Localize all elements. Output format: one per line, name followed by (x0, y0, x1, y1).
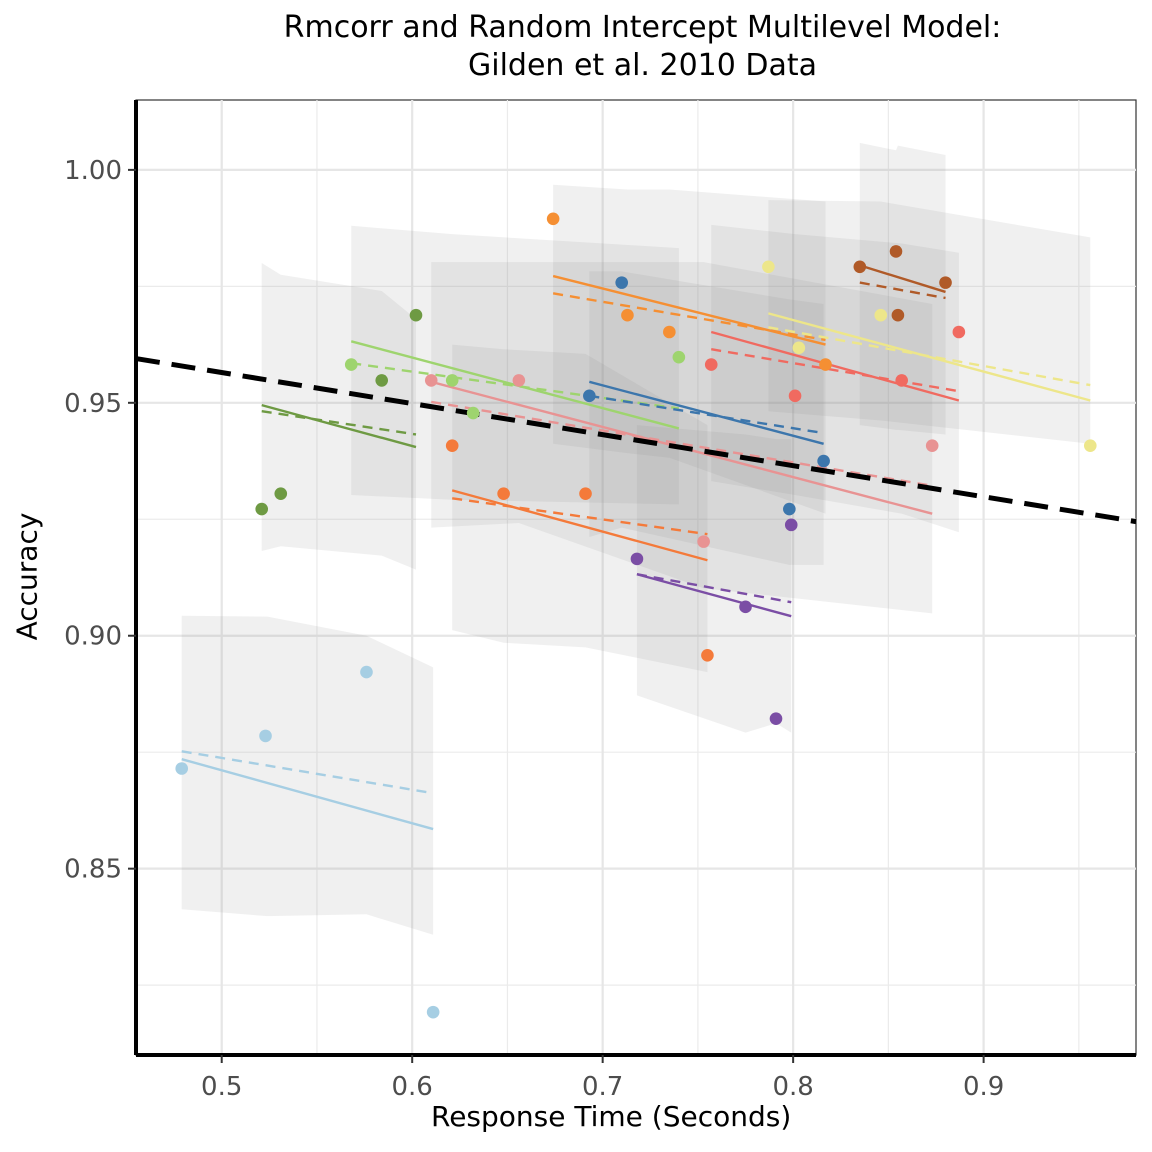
confidence-band (261, 263, 416, 570)
x-tick-label: 0.6 (392, 1072, 433, 1102)
data-point (630, 552, 644, 566)
data-point (663, 325, 676, 339)
y-tick-label: 0.90 (64, 622, 122, 652)
x-tick-label: 0.8 (772, 1072, 813, 1102)
rmcorr-line (181, 758, 434, 831)
overall-regression-line (135, 356, 1137, 525)
x-tick-label: 0.5 (201, 1072, 242, 1102)
data-point (704, 358, 718, 371)
multilevel-line (589, 394, 824, 435)
rmcorr-line (636, 573, 792, 618)
rmcorr-line (710, 330, 960, 402)
multilevel-line (181, 750, 434, 795)
data-point (939, 276, 952, 289)
data-point (952, 325, 966, 339)
data-point (445, 439, 459, 452)
multilevel-line (768, 326, 1091, 387)
data-point (426, 1005, 440, 1019)
multilevel-line (452, 497, 708, 536)
rmcorr-line (768, 312, 1091, 402)
grid-lines (135, 99, 1137, 1056)
confidence-band (431, 262, 933, 614)
data-point (783, 502, 796, 516)
rmcorr-line (451, 489, 708, 562)
data-point (621, 308, 634, 322)
data-point (497, 487, 510, 500)
data-point (817, 454, 830, 468)
y-axis-title: Accuracy (10, 512, 44, 641)
data-point (360, 665, 373, 679)
data-point (583, 389, 596, 403)
data-point (697, 535, 710, 548)
data-point (784, 518, 798, 532)
tick-labels: 0.5 0.6 0.7 0.8 0.9 0.85 0.90 0.95 1.00 (64, 156, 1004, 1102)
data-point (274, 487, 288, 500)
confidence-band (589, 271, 824, 565)
data-point (672, 350, 686, 364)
data-point (762, 260, 775, 274)
data-point (615, 276, 629, 289)
x-tick-label: 0.7 (582, 1072, 623, 1102)
y-tick-label: 0.85 (64, 855, 122, 885)
confidence-band (181, 615, 434, 935)
confidence-band (351, 225, 679, 505)
plot-panel (135, 99, 1137, 1056)
confidence-band (711, 224, 959, 533)
multilevel-line (636, 573, 792, 604)
multilevel-line (859, 281, 946, 300)
data-point (255, 502, 269, 516)
confidence-band (636, 425, 792, 733)
axes (128, 100, 1136, 1063)
data-point (891, 308, 905, 322)
chart-title: Rmcorr and Random Intercept Multilevel M… (283, 10, 1002, 45)
confidence-band (859, 142, 946, 435)
data-point (925, 439, 939, 452)
data-point (424, 374, 438, 387)
y-tick-label: 0.95 (64, 389, 122, 419)
data-point (701, 648, 714, 662)
confidence-band (452, 344, 708, 673)
data-point (344, 358, 358, 371)
data-points (175, 212, 1097, 1019)
overall-trend (135, 356, 1137, 525)
data-point (1083, 439, 1097, 452)
chart-subtitle: Gilden et al. 2010 Data (467, 48, 818, 83)
data-point (769, 712, 783, 725)
rmcorr-line (589, 380, 824, 445)
data-point (895, 374, 909, 387)
data-point (874, 308, 888, 322)
confidence-band (768, 200, 1091, 444)
data-point (409, 308, 423, 322)
data-point (739, 600, 752, 614)
data-point (579, 487, 592, 500)
x-axis-title: Response Time (Seconds) (431, 1100, 792, 1133)
data-point (445, 374, 459, 387)
data-point (546, 212, 560, 226)
data-point (819, 358, 832, 371)
data-point (512, 374, 526, 387)
data-point (375, 374, 389, 387)
data-point (175, 762, 189, 775)
data-point (889, 245, 903, 258)
x-tick-label: 0.9 (963, 1072, 1004, 1102)
data-point (788, 389, 802, 403)
data-point (466, 406, 480, 420)
rmcorr-line (859, 264, 946, 294)
rmcorr-line (261, 403, 417, 449)
data-point (259, 729, 272, 743)
multilevel-line (711, 348, 960, 393)
data-point (792, 341, 806, 355)
multilevel-line (261, 410, 417, 436)
data-point (853, 260, 867, 274)
y-tick-label: 1.00 (64, 156, 122, 186)
multilevel-line (552, 292, 826, 342)
